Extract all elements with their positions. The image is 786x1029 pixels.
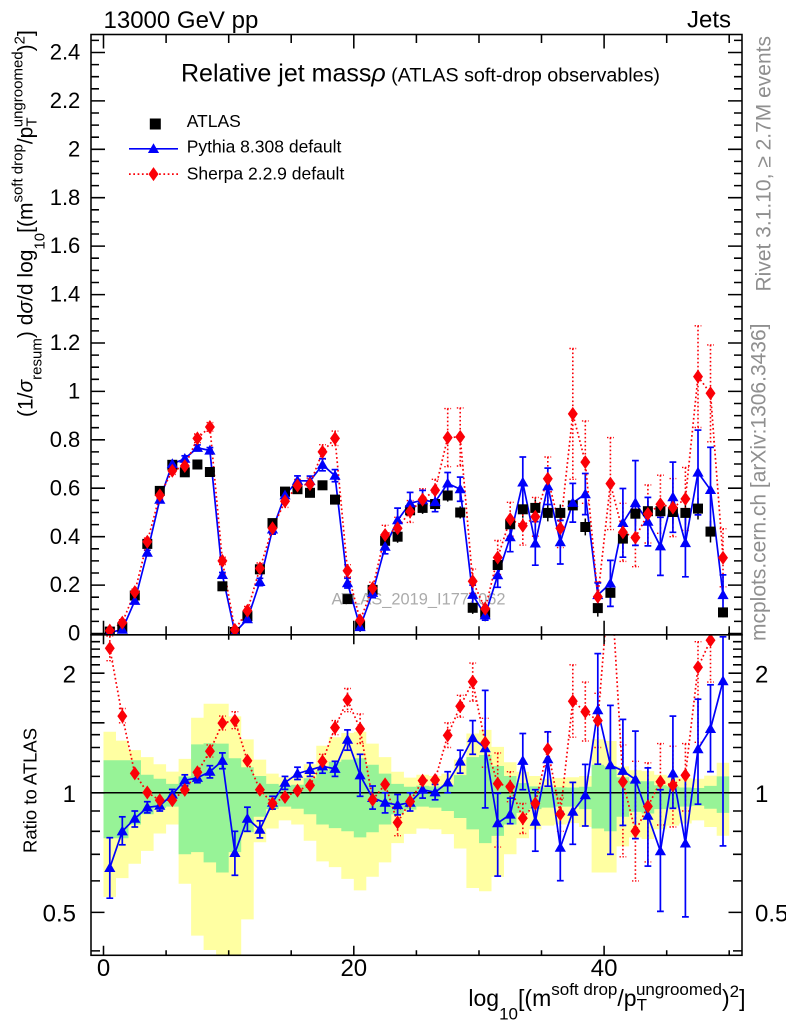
- svg-text:ATLAS: ATLAS: [187, 111, 241, 131]
- svg-text:2: 2: [63, 662, 76, 689]
- svg-text:2.4: 2.4: [50, 40, 81, 65]
- svg-text:0.5: 0.5: [755, 901, 786, 928]
- svg-text:0.6: 0.6: [50, 475, 81, 500]
- svg-text:1: 1: [68, 379, 80, 404]
- svg-text:1.6: 1.6: [50, 233, 81, 258]
- svg-text:0.5: 0.5: [43, 901, 76, 928]
- svg-text:Relative jet massρ (ATLAS soft: Relative jet massρ (ATLAS soft-drop obse…: [181, 60, 660, 88]
- svg-text:13000 GeV pp: 13000 GeV pp: [104, 7, 259, 34]
- svg-text:1.2: 1.2: [50, 330, 81, 355]
- svg-text:1.4: 1.4: [50, 282, 81, 307]
- svg-text:mcplots.cern.ch [arXiv:1306.34: mcplots.cern.ch [arXiv:1306.3436]: [748, 323, 771, 641]
- svg-text:Pythia 8.308 default: Pythia 8.308 default: [187, 137, 342, 157]
- svg-text:2.2: 2.2: [50, 88, 81, 113]
- svg-text:2: 2: [68, 136, 80, 161]
- svg-text:20: 20: [340, 955, 367, 982]
- svg-text:Rivet 3.1.10, ≥ 2.7M events: Rivet 3.1.10, ≥ 2.7M events: [753, 36, 776, 292]
- svg-text:Ratio to ATLAS: Ratio to ATLAS: [19, 728, 40, 853]
- svg-text:2: 2: [755, 662, 768, 689]
- svg-text:Jets: Jets: [687, 7, 731, 34]
- svg-text:1: 1: [63, 781, 76, 808]
- svg-text:0: 0: [97, 955, 110, 982]
- svg-text:1.8: 1.8: [50, 185, 81, 210]
- svg-text:1: 1: [755, 781, 768, 808]
- svg-text:0.2: 0.2: [50, 572, 81, 597]
- svg-text:0.8: 0.8: [50, 427, 81, 452]
- svg-text:Sherpa 2.2.9 default: Sherpa 2.2.9 default: [187, 164, 345, 184]
- svg-text:40: 40: [591, 955, 618, 982]
- svg-text:0: 0: [68, 621, 80, 646]
- svg-text:0.4: 0.4: [50, 524, 81, 549]
